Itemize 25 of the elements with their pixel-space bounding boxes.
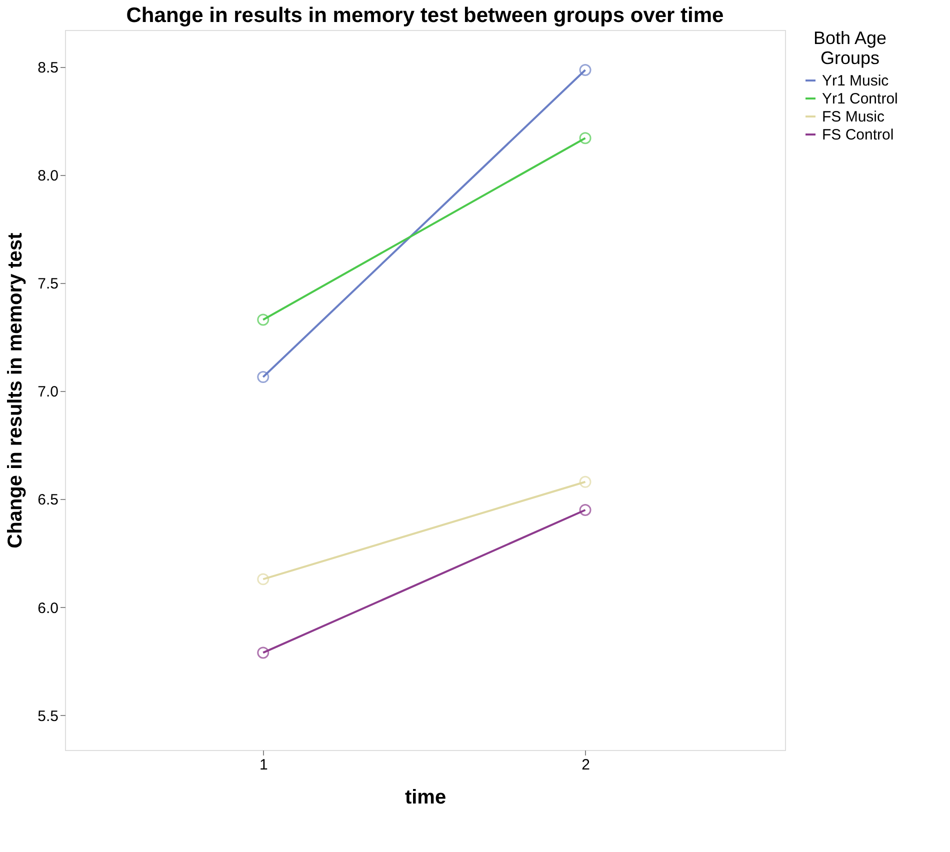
y-axis-title: Change in results in memory test bbox=[4, 232, 27, 548]
point bbox=[257, 371, 270, 384]
y-tick-label: 5.5 bbox=[38, 708, 58, 725]
x-tick-label: 2 bbox=[582, 756, 590, 774]
legend-label: Yr1 Control bbox=[822, 90, 898, 108]
x-tick-label: 1 bbox=[259, 756, 268, 774]
point bbox=[257, 573, 270, 586]
y-tick-label: 7.0 bbox=[38, 384, 58, 401]
point bbox=[257, 646, 270, 659]
y-tick-label: 8.0 bbox=[38, 167, 58, 184]
point bbox=[579, 132, 592, 144]
chart-title: Change in results in memory test between groups over time bbox=[126, 4, 724, 27]
legend-label: Yr1 Music bbox=[822, 72, 890, 90]
point bbox=[579, 64, 592, 76]
y-tick-label: 6.5 bbox=[38, 492, 58, 509]
y-tick-label: 6.0 bbox=[38, 600, 58, 617]
x-axis-title: time bbox=[404, 786, 446, 808]
legend-label: FS Control bbox=[822, 126, 894, 144]
point bbox=[579, 504, 592, 516]
point bbox=[579, 476, 592, 488]
legend-title: Both Age Groups bbox=[813, 28, 887, 68]
point bbox=[257, 314, 270, 326]
legend-label: FS Music bbox=[822, 108, 886, 126]
y-tick-label: 8.5 bbox=[38, 59, 58, 76]
y-tick-label: 7.5 bbox=[38, 275, 58, 292]
